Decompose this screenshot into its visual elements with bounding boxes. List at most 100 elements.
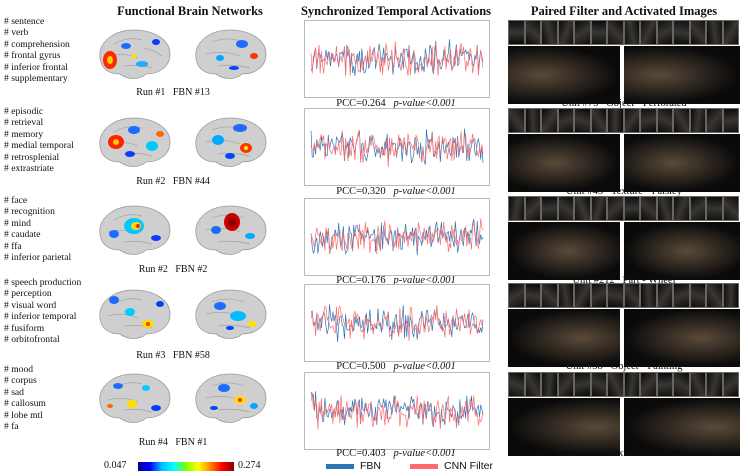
activated-image-thumbnail [607, 372, 624, 397]
activated-image-gallery [508, 283, 740, 367]
activated-image-thumbnail [607, 108, 624, 133]
activation-plot-svg [310, 128, 484, 167]
activated-image-thumbnail [706, 372, 723, 397]
brain-medial-view [195, 29, 267, 79]
activated-image-thumbnail [590, 283, 607, 308]
keyword: # caudate [4, 229, 41, 241]
activated-image-thumbnail [508, 108, 525, 133]
activated-image-thumbnail [557, 108, 574, 133]
activation-trace [310, 218, 484, 255]
activated-image-thumbnail [541, 20, 558, 45]
activated-image-thumbnail [656, 20, 673, 45]
pcc-value: PCC=0.176 [336, 275, 386, 286]
activated-image-thumbnail [673, 372, 690, 397]
keyword: # lobe mtl [4, 409, 43, 421]
activation-trace [310, 304, 484, 342]
activated-image-thumbnail [623, 108, 640, 133]
brain-medial-view [195, 117, 267, 167]
fbn-number: FBN #58 [172, 350, 210, 361]
keyword: # sentence [4, 16, 45, 27]
activated-image-thumbnail [590, 108, 607, 133]
activated-image-thumbnail [640, 372, 657, 397]
keyword: # episodic [4, 106, 44, 117]
keyword: # fusiform [4, 322, 45, 334]
run-number: Run #1 [136, 87, 166, 98]
activated-image-large [624, 222, 740, 280]
activated-image-large [624, 398, 740, 456]
unit-label: Unit #212 Part - Wheel [508, 275, 740, 286]
activated-image-thumbnail [557, 372, 574, 397]
colorbar-max-label: 0.274 [238, 460, 261, 471]
keyword: # callosum [4, 398, 46, 410]
activated-image-thumbnail [607, 20, 624, 45]
activated-image-large [624, 134, 740, 192]
unit-label: Unit #43 Texture - Paisley [508, 186, 740, 197]
keyword-list: # sentence # verb # comprehension # fron… [4, 16, 70, 84]
activated-image-thumbnail [673, 283, 690, 308]
unit-category: Texture - Interlaced [607, 448, 691, 459]
activated-image-gallery [508, 20, 740, 104]
keyword-list: # mood # corpus # sad # callosum # lobe … [4, 364, 46, 432]
activated-image-thumbnail [524, 20, 541, 45]
activated-image-thumbnail [508, 283, 525, 308]
fbn-number: FBN #13 [172, 87, 210, 98]
activated-image-thumbnail [673, 108, 690, 133]
keyword-list: # face # recognition # mind # caudate # … [4, 195, 71, 263]
unit-category: Object - Painting [610, 361, 683, 372]
activated-image-thumbnail [640, 196, 657, 221]
keyword: # extrastriate [4, 163, 54, 175]
activated-image-thumbnail [607, 196, 624, 221]
unit-category: Texture - Paisley [610, 186, 682, 197]
activated-image-thumbnail [574, 196, 591, 221]
activated-image-thumbnail [557, 196, 574, 221]
activation-plot [304, 372, 490, 450]
keyword: # ffa [4, 240, 22, 252]
run-number: Run #3 [136, 350, 166, 361]
keyword: # supplementary [4, 73, 68, 85]
activated-image-thumbnail [722, 372, 739, 397]
run-label: Run #2 FBN #2 [88, 264, 258, 275]
activated-image-gallery [508, 108, 740, 192]
keyword: # orbitofrontal [4, 334, 60, 346]
correlation-stat: PCC=0.320 p-value<0.001 [304, 186, 488, 197]
activation-trace [310, 39, 484, 76]
keyword: # retrosplenial [4, 151, 60, 163]
fbn-number: FBN #2 [175, 264, 208, 275]
activated-image-thumbnail [541, 372, 558, 397]
brain-lateral-view [99, 117, 171, 167]
fbn-number: FBN #44 [172, 176, 210, 187]
p-value: p-value<0.001 [393, 448, 456, 459]
activation-plot [304, 198, 490, 276]
activated-image-thumbnail [722, 20, 739, 45]
activated-image-thumbnail [590, 20, 607, 45]
activated-image-thumbnail [590, 196, 607, 221]
activated-image-thumbnail [524, 108, 541, 133]
activated-image-thumbnail [656, 372, 673, 397]
activated-image-large [508, 309, 620, 367]
keyword: # face [4, 195, 28, 206]
activated-image-thumbnail [623, 283, 640, 308]
activated-image-thumbnail [640, 283, 657, 308]
keyword: # corpus [4, 375, 37, 387]
keyword: # recognition [4, 206, 55, 218]
activated-image-large [508, 398, 620, 456]
activation-trace [310, 128, 484, 165]
colorbar [138, 462, 234, 471]
activated-image-thumbnail [623, 20, 640, 45]
activated-image-thumbnail [524, 372, 541, 397]
activated-image-thumbnail [640, 20, 657, 45]
unit-label: Unit #58 Object - Painting [508, 361, 740, 372]
unit-number: Unit #43 [566, 186, 604, 197]
unit-label: Unit #75 Object - Perforated [508, 98, 740, 109]
unit-category: Part - Wheel [622, 275, 676, 286]
keyword-list: # episodic # retrieval # memory # medial… [4, 106, 74, 174]
pcc-value: PCC=0.500 [336, 361, 386, 372]
activation-plot-svg [310, 39, 484, 76]
activation-trace [310, 304, 484, 342]
brain-lateral-view [99, 289, 171, 339]
activated-image-thumbnail [590, 372, 607, 397]
activated-image-thumbnail [689, 196, 706, 221]
brain-medial-view [195, 289, 267, 339]
activated-image-thumbnail [722, 283, 739, 308]
brain-lateral-view [99, 373, 171, 423]
